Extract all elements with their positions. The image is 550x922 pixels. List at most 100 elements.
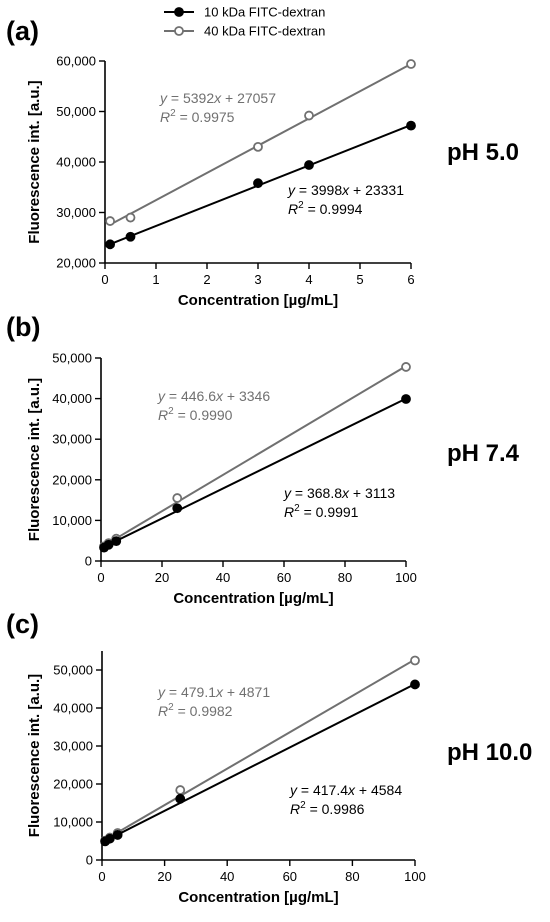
data-point: [175, 793, 186, 804]
fit-line: [103, 397, 407, 548]
fit-line: [104, 683, 416, 842]
data-point: [125, 231, 136, 242]
y-tick-label: 50,000: [53, 663, 93, 678]
data-point: [304, 110, 314, 121]
x-tick-label: 3: [254, 272, 261, 287]
fit-equation: y = 5392x + 27057: [159, 90, 276, 106]
data-point: [253, 141, 263, 152]
x-tick-label: 2: [203, 272, 210, 287]
y-tick-label: 20,000: [52, 472, 92, 487]
x-tick-label: 40: [216, 570, 230, 585]
data-point: [172, 493, 183, 503]
series-40kda: y = 446.6x + 3346 R2 = 0.9990: [99, 362, 411, 552]
x-axis-title: Concentration [µg/mL]: [178, 889, 338, 906]
data-point: [112, 830, 123, 840]
y-tick-label: 10,000: [52, 513, 92, 528]
chart-panel-2: (b) pH 7.4 0 10,000 20,000 30,000 40,000 50,000…: [6, 312, 520, 607]
y-tick-label: 50,000: [52, 351, 92, 366]
data-point: [103, 539, 114, 550]
x-tick-label: 5: [356, 272, 363, 287]
x-tick-label: 20: [157, 869, 171, 884]
y-tick-label: 60,000: [56, 54, 96, 69]
y-tick-label: 10,000: [53, 815, 93, 830]
fit-line: [103, 365, 407, 547]
y-tick-label: 40,000: [53, 701, 93, 716]
panel-label: (a): [6, 16, 39, 46]
x-tick-label: 0: [98, 869, 105, 884]
legend-label: 40 kDa FITC-dextran: [204, 24, 325, 39]
data-point: [406, 120, 416, 131]
y-tick-label: 0: [85, 554, 92, 569]
legend-entry-1: 10 kDa FITC-dextran: [164, 5, 325, 20]
data-point: [401, 362, 411, 372]
x-tick-label: 40: [220, 869, 234, 884]
panel-label: (c): [6, 609, 39, 639]
data-point: [406, 59, 416, 69]
x-tick-label: 0: [101, 272, 108, 287]
open-circle-icon: [174, 26, 184, 36]
x-tick-label: 0: [97, 570, 104, 585]
data-point: [111, 536, 122, 547]
data-point: [172, 503, 183, 514]
data-point: [410, 679, 420, 690]
x-tick-label: 60: [277, 570, 291, 585]
series-10kda: y = 417.4x + 4584 R2 = 0.9986: [100, 679, 420, 847]
data-point: [175, 785, 186, 795]
r-squared: R2 = 0.9990: [158, 406, 233, 423]
series-40kda: y = 5392x + 27057 R2 = 0.9975: [105, 59, 416, 226]
y-tick-label: 40,000: [52, 391, 92, 406]
series-40kda: y = 479.1x + 4871 R2 = 0.9982: [100, 655, 420, 846]
x-tick-label: 100: [404, 869, 426, 884]
chart-panel-3: (c) pH 10.0 0 10,000 20,000 30,000 40,000 50,00…: [6, 609, 532, 906]
x-tick-label: 100: [395, 570, 417, 585]
condition-label: pH 5.0: [447, 139, 519, 166]
x-axis-title: Concentration [µg/mL]: [173, 590, 333, 607]
x-tick-label: 80: [338, 570, 352, 585]
x-tick-label: 1: [152, 272, 159, 287]
chart-panels: (a) pH 5.0 20,000 30,000 40,000 50,000 60,000 0…: [6, 16, 532, 906]
data-point: [125, 212, 136, 223]
x-tick-label: 80: [345, 869, 359, 884]
panel-label: (b): [6, 312, 40, 342]
y-tick-label: 30,000: [53, 739, 93, 754]
r-squared: R2 = 0.9975: [160, 108, 235, 125]
x-tick-label: 4: [305, 272, 312, 287]
fit-equation: y = 3998x + 23331: [287, 182, 404, 198]
y-axis-title: Fluorescence int. [a.u.]: [26, 674, 43, 837]
r-squared: R2 = 0.9994: [288, 200, 363, 217]
data-point: [104, 833, 115, 844]
fit-equation: y = 368.8x + 3113: [283, 485, 395, 501]
condition-label: pH 10.0: [447, 739, 532, 766]
filled-circle-icon: [174, 7, 184, 17]
chart-panel-1: (a) pH 5.0 20,000 30,000 40,000 50,000 60,000 0…: [6, 16, 519, 309]
condition-label: pH 7.4: [447, 440, 520, 467]
fit-equation: y = 417.4x + 4584: [289, 782, 402, 798]
legend-entry-2: 40 kDa FITC-dextran: [164, 24, 325, 39]
x-tick-label: 6: [407, 272, 414, 287]
y-axis-title: Fluorescence int. [a.u.]: [26, 378, 43, 541]
y-axis-title: Fluorescence int. [a.u.]: [26, 80, 43, 243]
series-10kda: y = 3998x + 23331 R2 = 0.9994: [105, 120, 416, 250]
x-axis-title: Concentration [µg/mL]: [178, 292, 338, 309]
data-point: [401, 394, 411, 404]
series-10kda: y = 368.8x + 3113 R2 = 0.9991: [99, 394, 411, 553]
r-squared: R2 = 0.9991: [284, 503, 359, 520]
y-tick-label: 40,000: [56, 155, 96, 170]
data-point: [410, 655, 420, 666]
data-point: [105, 216, 115, 226]
data-point: [105, 239, 115, 250]
r-squared: R2 = 0.9982: [158, 702, 233, 719]
y-tick-label: 30,000: [56, 205, 96, 220]
y-tick-label: 30,000: [52, 432, 92, 447]
data-point: [253, 178, 263, 189]
y-tick-label: 20,000: [53, 777, 93, 792]
legend-label: 10 kDa FITC-dextran: [204, 5, 325, 20]
r-squared: R2 = 0.9986: [290, 800, 365, 817]
x-tick-label: 20: [155, 570, 169, 585]
x-tick-label: 60: [283, 869, 297, 884]
fit-equation: y = 446.6x + 3346: [157, 388, 270, 404]
data-point: [304, 160, 314, 170]
y-tick-label: 20,000: [56, 256, 96, 271]
fit-equation: y = 479.1x + 4871: [157, 684, 270, 700]
